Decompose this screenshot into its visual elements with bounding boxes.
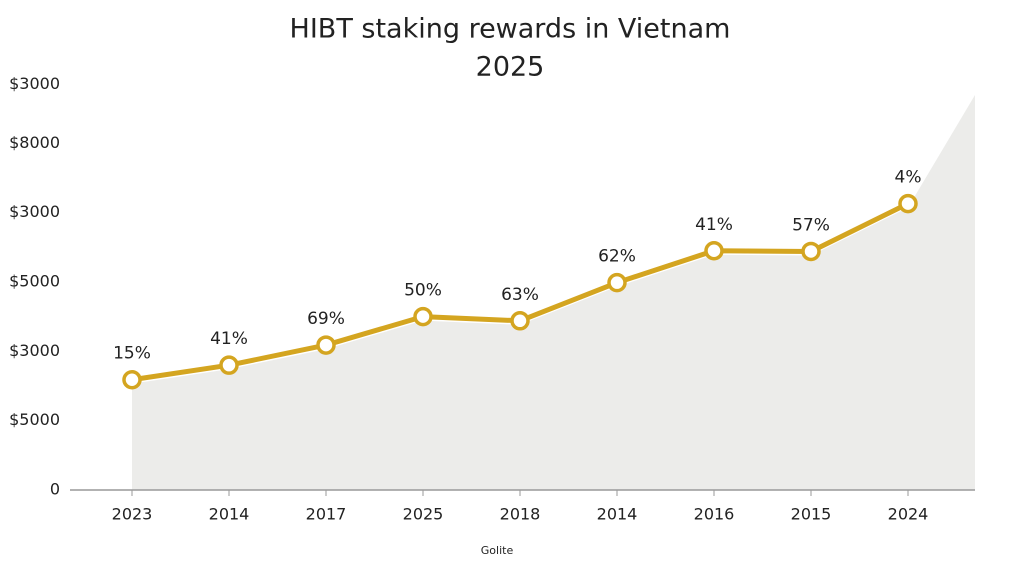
- x-tick-label: 2014: [209, 505, 250, 524]
- background-area: [132, 95, 975, 490]
- point-label: 57%: [792, 215, 830, 235]
- chart-title: HIBT staking rewards in Vietnam: [290, 14, 731, 45]
- x-tick-label: 2025: [403, 505, 444, 524]
- marker: [219, 355, 239, 375]
- point-label: 15%: [113, 344, 151, 364]
- y-tick-label: $8000: [9, 133, 60, 152]
- point-label: 50%: [404, 281, 442, 301]
- x-tick-label: 2024: [888, 505, 929, 524]
- marker: [801, 241, 821, 262]
- y-tick-label: 0: [50, 480, 60, 499]
- y-tick-label: $5000: [9, 410, 60, 429]
- y-tick-label: $3000: [9, 341, 60, 360]
- x-tick-label: 2023: [112, 505, 153, 524]
- x-tick-label: 2018: [500, 505, 541, 524]
- y-tick-label: $3000: [9, 202, 60, 221]
- marker: [510, 311, 530, 331]
- point-label: 63%: [501, 285, 539, 305]
- source: Golite: [481, 544, 514, 557]
- point-label: 62%: [598, 247, 636, 267]
- x-tick-label: 2017: [306, 505, 347, 524]
- point-label: 41%: [210, 329, 248, 349]
- x-tick-label: 2016: [694, 505, 735, 524]
- marker: [122, 369, 142, 390]
- chart-title: 2025: [476, 52, 545, 83]
- marker: [898, 193, 918, 214]
- marker: [413, 306, 433, 327]
- y-tick-label: $5000: [9, 271, 60, 290]
- x-tick-label: 2014: [597, 505, 638, 524]
- point-label: 4%: [895, 168, 922, 188]
- y-tick-label: $3000: [9, 74, 60, 93]
- marker: [704, 241, 724, 261]
- marker: [316, 335, 336, 355]
- x-tick-label: 2015: [791, 505, 832, 524]
- point-label: 69%: [307, 309, 345, 329]
- marker: [607, 272, 627, 293]
- point-label: 41%: [695, 215, 733, 235]
